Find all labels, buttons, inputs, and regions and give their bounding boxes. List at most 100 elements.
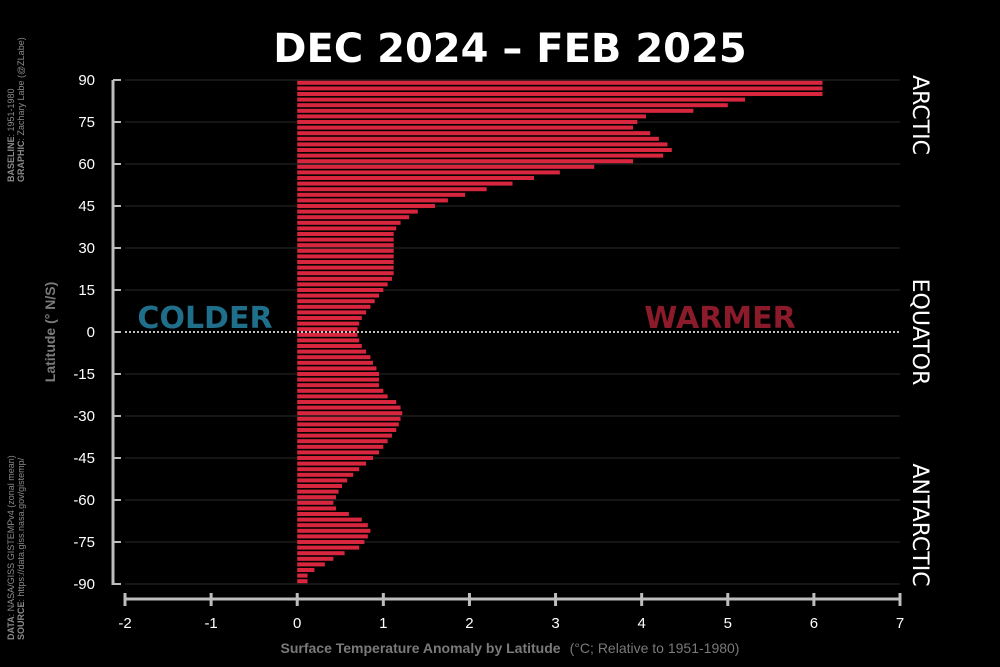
y-tick-label: 15 xyxy=(78,282,95,299)
bar xyxy=(297,455,373,461)
region-arctic: ARCTIC xyxy=(907,75,932,155)
bar xyxy=(297,545,360,550)
bar xyxy=(297,556,334,561)
credit-graphic: GRAPHIC: Zachary Labe (@ZLabe) xyxy=(16,37,26,182)
bar xyxy=(297,528,371,533)
bar xyxy=(297,287,384,293)
credit-data: DATA: NASA/GISS GISTEMPv4 (zonal mean) xyxy=(6,455,16,640)
bar xyxy=(297,192,466,197)
gridlines xyxy=(125,79,900,585)
bar xyxy=(297,343,362,349)
x-tick-label: 5 xyxy=(724,615,732,632)
y-ticks: 90 75 60 45 30 15 0 -15 -30 -45 -60 -75 -90 xyxy=(73,72,121,593)
bar xyxy=(297,399,397,405)
y-tick-label: 30 xyxy=(78,240,95,257)
bar xyxy=(297,360,373,365)
bar xyxy=(297,383,380,388)
bar xyxy=(297,259,394,265)
credit-source-key: SOURCE xyxy=(16,601,26,640)
bar xyxy=(297,170,560,175)
bar xyxy=(297,125,634,130)
bar xyxy=(297,478,348,483)
y-tick-label: -60 xyxy=(73,492,95,509)
bar xyxy=(297,371,380,377)
bar xyxy=(297,427,397,433)
bar xyxy=(297,86,823,91)
bar xyxy=(297,327,358,332)
bar xyxy=(297,153,664,158)
credit-baseline-val: : 1951-1980 xyxy=(6,88,16,136)
x-axis-label-main: Surface Temperature Anomaly by Latitude xyxy=(281,640,561,656)
bar xyxy=(297,226,397,231)
region-equator: EQUATOR xyxy=(907,279,932,386)
bar xyxy=(297,567,315,573)
bar xyxy=(297,243,394,248)
bar xyxy=(297,209,418,214)
x-tick-label: 4 xyxy=(637,615,645,632)
bar xyxy=(297,220,401,225)
bar xyxy=(297,293,380,298)
bar xyxy=(297,321,360,326)
y-tick-label: -15 xyxy=(73,366,95,383)
bar xyxy=(297,97,745,102)
bar xyxy=(297,511,349,517)
bar xyxy=(297,147,672,153)
bar xyxy=(297,310,367,315)
bar xyxy=(297,551,345,556)
credit-graphic-key: GRAPHIC xyxy=(16,140,26,182)
bar xyxy=(297,181,513,186)
bar xyxy=(297,377,380,382)
credit-source: SOURCE: https://data.giss.nasa.gov/giste… xyxy=(16,457,26,640)
bar xyxy=(297,579,308,584)
bar xyxy=(297,271,394,276)
bar xyxy=(297,265,394,270)
y-tick-label: -90 xyxy=(73,576,95,593)
bar xyxy=(297,315,362,321)
bar xyxy=(297,103,728,108)
bar xyxy=(297,472,354,477)
bar xyxy=(297,304,371,309)
bar xyxy=(297,159,634,164)
bar xyxy=(297,332,358,337)
bar xyxy=(297,388,384,393)
bar xyxy=(297,299,375,304)
x-tick-label: 6 xyxy=(810,615,818,632)
region-antarctic: ANTARCTIC xyxy=(907,463,932,586)
bar xyxy=(297,562,325,567)
credit-data-key: DATA xyxy=(6,616,16,640)
x-tick-label: -2 xyxy=(118,615,131,632)
x-axis-label-unit: (°C; Relative to 1951-1980) xyxy=(570,640,740,656)
x-tick-label: 2 xyxy=(465,615,473,632)
x-tick-label: 0 xyxy=(293,615,301,632)
bar xyxy=(297,349,367,354)
credit-baseline: BASELINE: 1951-1980 xyxy=(6,88,16,182)
bar xyxy=(297,411,403,416)
bar xyxy=(297,254,394,259)
bar xyxy=(297,136,659,141)
bar xyxy=(297,539,365,545)
x-axis-label: Surface Temperature Anomaly by Latitude … xyxy=(281,638,740,657)
credit-source-val: : https://data.giss.nasa.gov/gistemp/ xyxy=(16,457,26,601)
bar xyxy=(297,276,392,281)
bar xyxy=(297,444,384,449)
credit-graphic-val: : Zachary Labe (@ZLabe) xyxy=(16,37,26,140)
chart-title: DEC 2024 – FEB 2025 xyxy=(273,26,746,72)
bar xyxy=(297,405,401,410)
y-tick-label: 60 xyxy=(78,156,95,173)
bar xyxy=(297,203,435,209)
credit-data-val: : NASA/GISS GISTEMPv4 (zonal mean) xyxy=(6,455,16,616)
bar xyxy=(297,131,651,136)
bar xyxy=(297,450,380,455)
bar xyxy=(297,282,388,287)
bar xyxy=(297,366,377,371)
bar xyxy=(297,495,336,500)
bar xyxy=(297,338,360,343)
bar xyxy=(297,119,638,125)
bar xyxy=(297,187,487,192)
bar xyxy=(297,237,394,242)
x-tick-label: 1 xyxy=(379,615,387,632)
y-tick-label: 75 xyxy=(78,114,95,131)
y-axis-label: Latitude (° N/S) xyxy=(42,282,58,382)
bar xyxy=(297,517,362,522)
